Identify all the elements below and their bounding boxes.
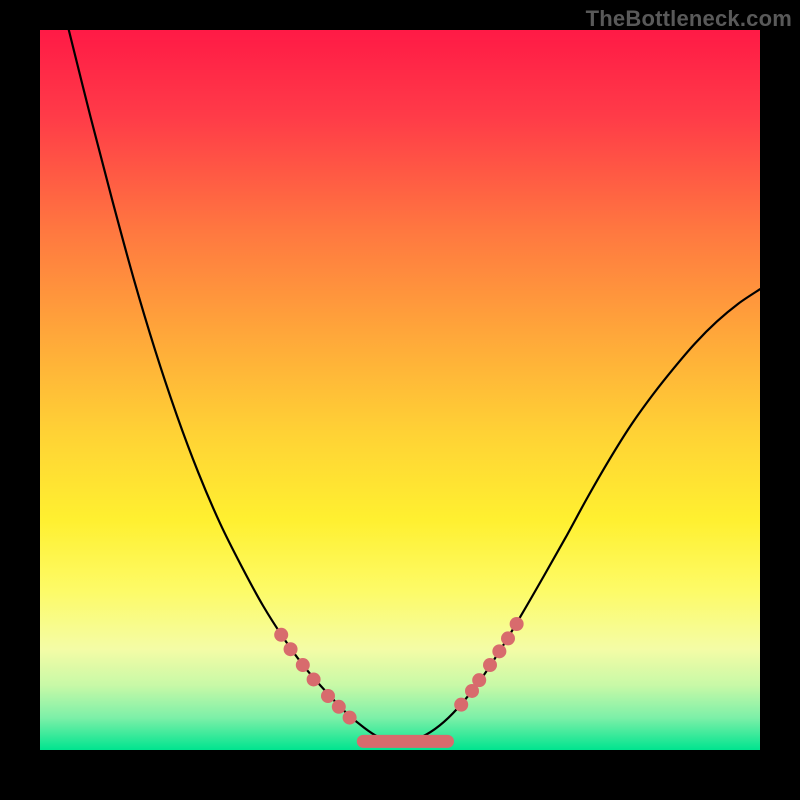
marker-dot <box>483 658 497 672</box>
marker-dot <box>307 672 321 686</box>
marker-dot <box>501 631 515 645</box>
marker-dot <box>321 689 335 703</box>
marker-dot <box>454 698 468 712</box>
marker-dot <box>274 628 288 642</box>
marker-dot <box>472 673 486 687</box>
bottom-pill-strip <box>357 735 454 748</box>
marker-dot <box>510 617 524 631</box>
marker-dot <box>284 642 298 656</box>
marker-dot <box>332 700 346 714</box>
plot-background <box>40 30 760 750</box>
bottleneck-v-curve-chart <box>0 0 800 800</box>
watermark-text: TheBottleneck.com <box>586 6 792 32</box>
marker-dot <box>296 658 310 672</box>
marker-dot <box>343 711 357 725</box>
chart-root: TheBottleneck.com <box>0 0 800 800</box>
marker-dot <box>492 644 506 658</box>
